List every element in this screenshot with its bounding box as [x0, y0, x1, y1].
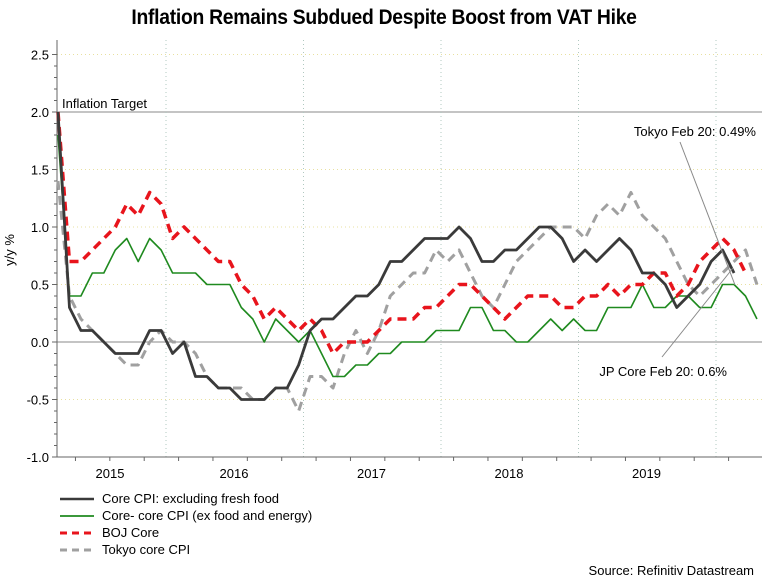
source-note: Source: Refinitiv Datastream [588, 563, 754, 578]
legend-item: Core- core CPI (ex food and energy) [60, 507, 312, 524]
y-tick-label: 0.0 [31, 335, 49, 350]
series-line-core-cpi-excluding-fresh-food [56, 111, 736, 401]
legend-label: Core- core CPI (ex food and energy) [102, 508, 313, 523]
series-line-boj-core [56, 111, 748, 356]
y-tick-label: 0.5 [31, 278, 49, 293]
x-tick-label: 2016 [220, 466, 249, 481]
axes: 2.5 2.0 1.5 1.0 0.5 0.0 -0.5 -1.0 2015 2016 2017 20… [2, 40, 762, 481]
y-tick-label: 2.0 [31, 105, 49, 120]
y-tick-label: 2.5 [31, 48, 49, 63]
legend-swatch [60, 510, 96, 522]
legend-swatch [60, 493, 96, 505]
legend: Core CPI: excluding fresh food Core- core… [60, 490, 312, 558]
chart-title: Inflation Remains Subdued Despite Boost … [131, 6, 637, 29]
y-tick-label: -0.5 [27, 393, 49, 408]
grid-lines [57, 40, 762, 458]
tokyo-annotation: Tokyo Feb 20: 0.49% [634, 124, 757, 139]
legend-item: Tokyo core CPI [60, 541, 312, 558]
x-tick-label: 2017 [357, 466, 386, 481]
legend-label: Tokyo core CPI [102, 542, 191, 557]
legend-swatch [60, 527, 96, 539]
annotations: Inflation Target Tokyo Feb 20: 0.49% JP Co… [62, 96, 756, 379]
jp-core-annotation-leader [661, 267, 734, 358]
legend-label: Core CPI: excluding fresh food [102, 491, 280, 506]
x-tick-label: 2018 [495, 466, 524, 481]
legend-item: BOJ Core [60, 524, 312, 541]
x-tick-label: 2015 [96, 466, 125, 481]
legend-item: Core CPI: excluding fresh food [60, 490, 312, 507]
series-layer [56, 111, 759, 413]
tokyo-annotation-leader [679, 141, 736, 286]
series-line-tokyo-core-cpi [56, 180, 759, 413]
series-line-core-core-cpi-ex-food-and-energy- [57, 134, 758, 378]
legend-swatch [60, 544, 96, 556]
y-tick-label: 1.5 [31, 163, 49, 178]
x-tick-label: 2019 [632, 466, 661, 481]
inflation-target-label: Inflation Target [62, 96, 147, 111]
y-tick-label: 1.0 [31, 220, 49, 235]
legend-label: BOJ Core [102, 525, 160, 540]
y-axis-label: y/y % [2, 234, 17, 266]
jp-core-annotation: JP Core Feb 20: 0.6% [599, 364, 727, 379]
y-tick-label: -1.0 [27, 450, 49, 465]
